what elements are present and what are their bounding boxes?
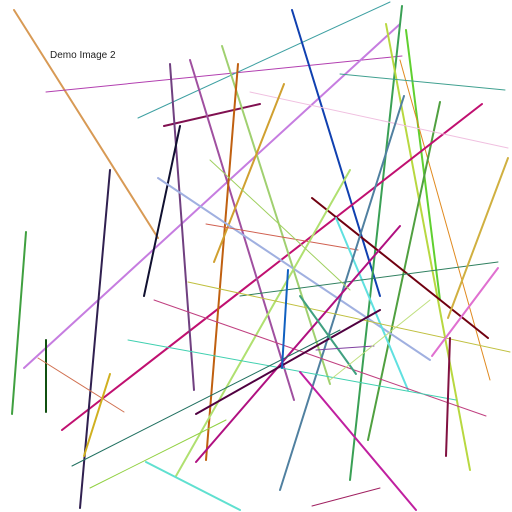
line-20 [143, 125, 181, 297]
line-07 [385, 23, 471, 471]
line-28 [239, 261, 499, 297]
line-24 [205, 223, 359, 251]
line-02 [45, 55, 403, 93]
line-21 [79, 169, 111, 509]
line-05 [291, 9, 381, 297]
line-41 [11, 231, 27, 415]
line-49 [209, 159, 351, 291]
line-36 [299, 295, 357, 375]
line-43 [37, 357, 125, 413]
line-18 [205, 63, 239, 461]
line-46 [145, 461, 241, 511]
line-29 [187, 281, 511, 353]
line-23 [311, 197, 489, 339]
line-44 [83, 373, 111, 457]
line-11 [61, 103, 483, 431]
line-13 [249, 91, 509, 149]
line-19 [213, 83, 285, 263]
line-27 [175, 169, 351, 477]
line-47 [311, 487, 381, 507]
line-15 [169, 63, 195, 391]
line-06 [349, 5, 403, 481]
line-40 [445, 337, 451, 457]
line-25 [335, 217, 409, 391]
line-35 [299, 371, 417, 511]
line-34 [71, 329, 341, 467]
line-50 [329, 299, 431, 381]
line-04 [137, 1, 391, 119]
line-01 [13, 9, 159, 239]
line-12 [339, 73, 506, 91]
line-08 [405, 29, 441, 301]
line-03 [23, 23, 401, 369]
line-32 [195, 225, 401, 463]
line-31 [127, 339, 457, 401]
line-30 [153, 299, 487, 417]
caption-label: Demo Image 2 [50, 50, 116, 61]
line-39 [447, 157, 509, 319]
line-45 [89, 419, 227, 489]
line-37 [281, 269, 289, 369]
line-33 [195, 309, 381, 415]
line-14 [163, 103, 261, 127]
line-48 [315, 345, 375, 351]
line-38 [431, 267, 499, 357]
